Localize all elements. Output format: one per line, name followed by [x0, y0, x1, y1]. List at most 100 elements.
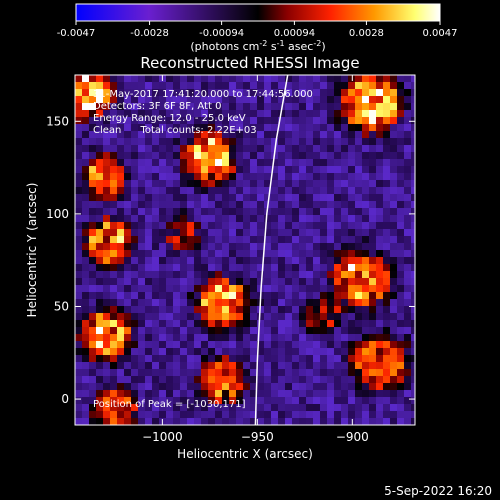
- heatmap-pixel: [159, 201, 167, 209]
- heatmap-pixel: [138, 292, 146, 300]
- heatmap-pixel: [173, 341, 181, 349]
- heatmap-pixel: [411, 327, 415, 335]
- heatmap-pixel: [82, 383, 90, 391]
- heatmap-pixel: [390, 334, 398, 342]
- heatmap-pixel: [362, 96, 370, 104]
- heatmap-pixel: [110, 110, 118, 118]
- heatmap-pixel: [138, 264, 146, 272]
- heatmap-pixel: [320, 96, 328, 104]
- heatmap-pixel: [411, 320, 415, 328]
- heatmap-pixel: [215, 299, 223, 307]
- annotation-energy: Energy Range: 12.0 - 25.0 keV: [93, 113, 246, 124]
- heatmap-pixel: [180, 124, 188, 132]
- heatmap-pixel: [285, 131, 293, 139]
- heatmap-pixel: [152, 166, 160, 174]
- heatmap-pixel: [89, 222, 97, 230]
- heatmap-pixel: [187, 201, 195, 209]
- heatmap-pixel: [334, 348, 342, 356]
- heatmap-pixel: [306, 278, 314, 286]
- heatmap-pixel: [75, 418, 83, 425]
- heatmap-pixel: [243, 257, 251, 265]
- heatmap-pixel: [327, 75, 335, 83]
- heatmap-pixel: [229, 215, 237, 223]
- heatmap-pixel: [383, 131, 391, 139]
- heatmap-pixel: [383, 383, 391, 391]
- colorbar-tick-label: 0.0028: [349, 28, 384, 39]
- heatmap-pixel: [96, 103, 104, 111]
- heatmap-pixel: [250, 229, 258, 237]
- heatmap-pixel: [194, 320, 202, 328]
- heatmap-pixel: [376, 348, 384, 356]
- heatmap-pixel: [159, 320, 167, 328]
- heatmap-pixel: [271, 180, 279, 188]
- heatmap-pixel: [110, 313, 118, 321]
- heatmap-pixel: [82, 306, 90, 314]
- heatmap-pixel: [376, 369, 384, 377]
- heatmap-pixel: [362, 376, 370, 384]
- heatmap-pixel: [306, 292, 314, 300]
- heatmap-pixel: [103, 173, 111, 181]
- heatmap-pixel: [348, 96, 356, 104]
- heatmap-pixel: [306, 201, 314, 209]
- heatmap-pixel: [390, 355, 398, 363]
- heatmap-pixel: [383, 229, 391, 237]
- heatmap-pixel: [320, 411, 328, 419]
- heatmap-pixel: [187, 264, 195, 272]
- heatmap-pixel: [292, 313, 300, 321]
- heatmap-pixel: [383, 89, 391, 97]
- heatmap-pixel: [236, 397, 244, 405]
- heatmap-pixel: [383, 369, 391, 377]
- heatmap-pixel: [327, 362, 335, 370]
- heatmap-pixel: [369, 75, 377, 83]
- heatmap-pixel: [110, 215, 118, 223]
- heatmap-pixel: [166, 362, 174, 370]
- heatmap-pixel: [159, 89, 167, 97]
- heatmap-pixel: [103, 201, 111, 209]
- heatmap-pixel: [299, 397, 307, 405]
- heatmap-pixel: [320, 341, 328, 349]
- heatmap-pixel: [166, 306, 174, 314]
- heatmap-pixel: [166, 369, 174, 377]
- heatmap-pixel: [222, 117, 230, 125]
- heatmap-pixel: [208, 89, 216, 97]
- heatmap-pixel: [222, 411, 230, 419]
- heatmap-pixel: [124, 152, 132, 160]
- heatmap-pixel: [89, 117, 97, 125]
- heatmap-pixel: [229, 96, 237, 104]
- heatmap-pixel: [201, 117, 209, 125]
- heatmap-pixel: [264, 131, 272, 139]
- heatmap-pixel: [215, 166, 223, 174]
- heatmap-pixel: [208, 299, 216, 307]
- heatmap-pixel: [292, 187, 300, 195]
- heatmap-pixel: [271, 159, 279, 167]
- heatmap-pixel: [404, 89, 412, 97]
- heatmap-pixel: [313, 103, 321, 111]
- heatmap-pixel: [306, 285, 314, 293]
- heatmap-pixel: [411, 166, 415, 174]
- heatmap-pixel: [348, 215, 356, 223]
- heatmap-pixel: [215, 348, 223, 356]
- heatmap-pixel: [187, 89, 195, 97]
- heatmap-pixel: [208, 173, 216, 181]
- heatmap-pixel: [75, 383, 83, 391]
- heatmap-pixel: [390, 236, 398, 244]
- heatmap-pixel: [327, 201, 335, 209]
- heatmap-pixel: [222, 110, 230, 118]
- heatmap-pixel: [341, 376, 349, 384]
- heatmap-pixel: [278, 96, 286, 104]
- heatmap-pixel: [369, 229, 377, 237]
- heatmap-pixel: [201, 362, 209, 370]
- heatmap-pixel: [89, 166, 97, 174]
- heatmap-pixel: [124, 327, 132, 335]
- heatmap-pixel: [306, 313, 314, 321]
- heatmap-pixel: [89, 418, 97, 425]
- heatmap-pixel: [180, 306, 188, 314]
- heatmap-pixel: [159, 292, 167, 300]
- heatmap-pixel: [334, 327, 342, 335]
- heatmap-pixel: [208, 194, 216, 202]
- heatmap-pixel: [187, 194, 195, 202]
- heatmap-pixel: [215, 180, 223, 188]
- heatmap-pixel: [341, 383, 349, 391]
- heatmap-pixel: [292, 194, 300, 202]
- heatmap-pixel: [383, 110, 391, 118]
